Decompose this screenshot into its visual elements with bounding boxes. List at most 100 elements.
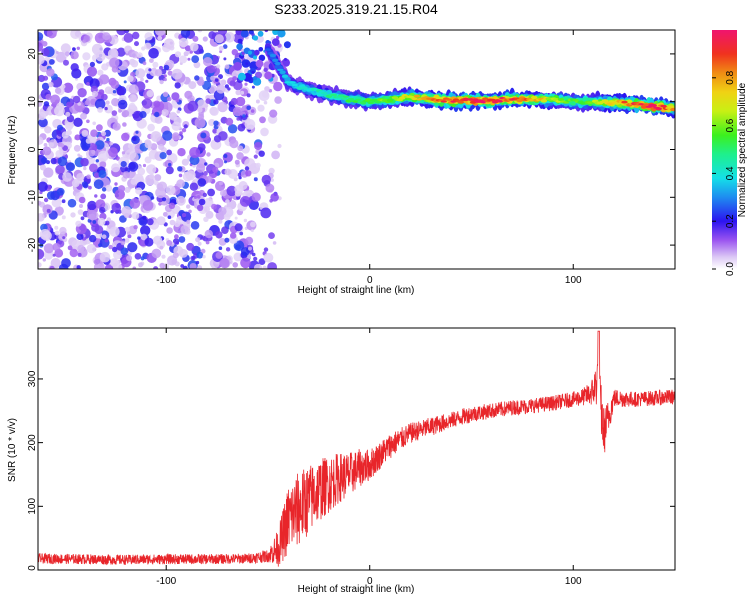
noise-speckle [207,188,216,197]
noise-speckle [125,148,137,160]
noise-speckle [130,60,139,68]
noise-speckle [100,30,104,33]
noise-speckle [80,112,87,120]
noise-speckle [109,57,120,68]
noise-speckle [130,178,137,185]
spectrogram-y-ticks: -20 -10 0 10 20 [27,48,675,252]
noise-speckle [174,51,182,58]
noise-speckle [77,209,84,215]
noise-speckle [234,184,244,194]
noise-speckle [219,181,223,186]
noise-speckle [72,95,81,104]
noise-speckle [112,122,121,131]
noise-speckle [163,77,167,82]
noise-speckle [230,97,238,106]
noise-speckle [120,247,129,255]
noise-speckle [84,100,90,106]
noise-speckle [54,225,59,230]
noise-speckle [86,119,90,124]
noise-speckle [83,35,91,42]
noise-speckle [224,160,227,164]
signal-band-cell [638,103,645,106]
noise-speckle [92,121,96,126]
noise-speckle [132,31,140,40]
noise-speckle [111,110,118,116]
noise-speckle [163,38,175,50]
noise-speckle [166,240,173,246]
noise-speckle [124,238,130,243]
noise-speckle [94,98,106,110]
noise-speckle [186,242,195,251]
noise-speckle [188,81,197,90]
noise-speckle [147,123,155,132]
noise-speckle [212,128,218,134]
noise-speckle [240,247,250,256]
noise-speckle [155,187,167,199]
noise-speckle [197,143,206,152]
noise-speckle [99,251,111,263]
noise-speckle [222,44,228,49]
noise-speckle [179,131,183,135]
snr-x-tick-label: -100 [156,576,176,587]
colorbar-gradient [712,30,737,269]
noise-speckle [89,61,95,67]
noise-speckle [74,101,85,112]
noise-speckle [112,90,117,94]
noise-speckle [81,129,89,137]
noise-speckle [236,117,241,121]
onset-speckle [237,72,246,81]
signal-band-cell [540,99,548,103]
noise-speckle [231,49,238,56]
noise-speckle [135,187,143,195]
noise-speckle [159,245,164,250]
noise-speckle [136,52,143,59]
noise-speckle [194,117,206,129]
noise-speckle [77,153,81,157]
noise-speckle [128,161,139,172]
noise-speckle [108,147,118,158]
snr-panel: -100 0 100 0 100 200 300 Height of straight l… [7,327,676,595]
noise-speckle [81,181,88,188]
noise-speckle [71,179,80,188]
snr-x-label: Height of straight line (km) [298,584,415,595]
noise-speckle [218,131,228,141]
noise-speckle [200,132,207,139]
snr-marks [38,330,675,567]
colorbar-tick-label: 0.2 [725,214,736,228]
noise-speckle [92,220,97,224]
noise-speckle [50,157,57,165]
noise-speckle [237,123,246,132]
colorbar-tick-label: 0.6 [725,118,736,132]
snr-x-tick-label: 100 [565,576,582,587]
noise-speckle [55,164,65,175]
noise-speckle [38,181,48,192]
colorbar-ticks: 0.0 0.2 0.4 0.6 0.8 [712,70,736,276]
noise-speckle [62,172,72,182]
noise-speckle [178,37,189,48]
noise-speckle [132,266,137,269]
noise-speckle [184,45,192,52]
noise-speckle [70,63,79,72]
noise-speckle [76,265,81,269]
noise-speckle [48,142,55,148]
noise-speckle [236,152,244,160]
spectrogram-marks [38,30,675,269]
noise-speckle [269,109,278,118]
noise-speckle [196,195,201,199]
noise-speckle [206,64,216,74]
noise-speckle [250,229,254,233]
noise-speckle [270,178,274,182]
signal-band-cell [411,97,418,101]
noise-speckle [178,173,183,178]
noise-speckle [206,152,211,157]
noise-speckle [205,240,210,245]
noise-speckle [154,174,162,182]
noise-speckle [176,179,185,188]
noise-speckle [234,223,243,232]
noise-speckle [227,87,231,91]
signal-band-cell [562,101,570,104]
noise-speckle [181,128,187,133]
signal-band-cell [516,98,523,103]
noise-speckle [142,61,147,66]
signal-band-cell [445,98,452,101]
